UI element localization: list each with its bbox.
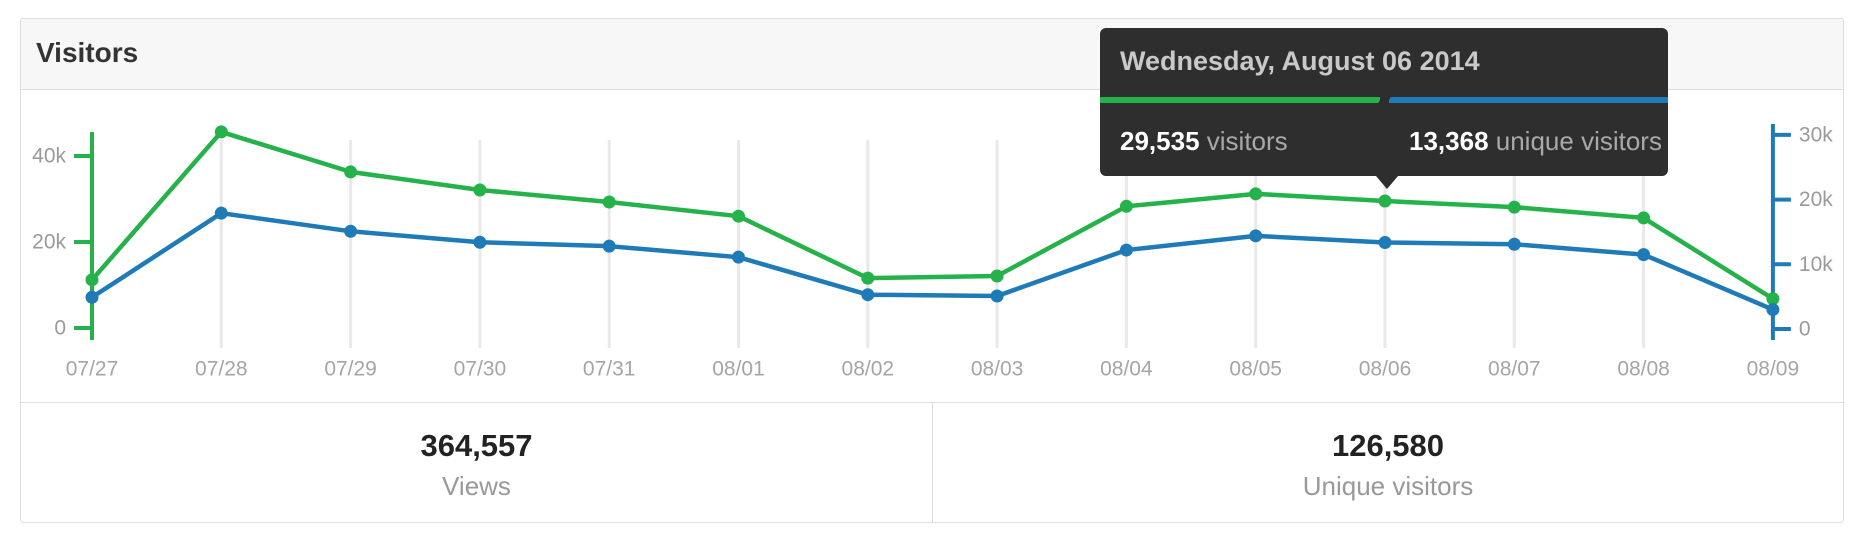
svg-text:10k: 10k [1799,253,1833,276]
svg-text:08/07: 08/07 [1488,358,1541,381]
views-series [85,125,1780,306]
svg-text:07/28: 07/28 [195,358,248,381]
views-total-label: Views [442,471,511,501]
svg-text:08/04: 08/04 [1100,358,1153,381]
views-total-cell: 364,557 Views [21,403,932,523]
svg-text:08/03: 08/03 [971,358,1024,381]
svg-text:30k: 30k [1799,123,1833,146]
svg-text:08/06: 08/06 [1359,358,1412,381]
tooltip-caret-icon [1376,176,1398,189]
visitors-color-bar [1100,97,1380,103]
svg-text:07/31: 07/31 [583,358,636,381]
unique-total-label: Unique visitors [1302,471,1474,501]
svg-text:08/05: 08/05 [1229,358,1282,381]
svg-text:08/09: 08/09 [1747,358,1800,381]
tooltip-series-bar [1100,97,1668,103]
svg-text:07/29: 07/29 [324,358,377,381]
tooltip-unique: 13,368 unique visitors [1409,124,1662,158]
x-axis-labels: 07/27 07/28 07/29 07/30 07/31 08/01 08/02 08/03… [66,358,1799,381]
tooltip-visitors-value: 29,535 [1120,126,1200,156]
svg-text:07/30: 07/30 [454,358,507,381]
unique-series [85,206,1780,317]
svg-text:0: 0 [1799,318,1811,341]
left-axis: 0 20k 40k [32,132,94,340]
page-title: Visitors [36,37,139,68]
tooltip-visitors-label: visitors [1206,126,1288,156]
tooltip-values: 29,535 visitors 13,368 unique visitors [1100,124,1668,158]
svg-text:0: 0 [54,317,66,340]
svg-text:08/01: 08/01 [712,358,765,381]
svg-text:20k: 20k [1799,188,1833,211]
unique-color-bar [1389,97,1668,103]
tooltip-visitors: 29,535 visitors [1120,124,1409,158]
tooltip-unique-value: 13,368 [1409,126,1489,156]
right-axis: 0 10k 20k 30k [1770,123,1833,341]
svg-text:08/02: 08/02 [842,358,895,381]
unique-total-value: 126,580 [1331,428,1445,463]
views-total-value: 364,557 [420,428,533,463]
unique-total-cell: 126,580 Unique visitors [932,403,1843,523]
svg-text:07/27: 07/27 [66,358,119,381]
svg-text:08/08: 08/08 [1617,358,1670,381]
svg-text:20k: 20k [32,231,66,254]
summary-stats-row: 364,557 Views 126,580 Unique visitors [21,402,1843,523]
tooltip-date: Wednesday, August 06 2014 [1120,46,1480,76]
tooltip-unique-label: unique visitors [1495,126,1662,156]
chart-tooltip: Wednesday, August 06 2014 29,535 visitor… [1100,28,1668,189]
svg-text:40k: 40k [32,145,66,168]
